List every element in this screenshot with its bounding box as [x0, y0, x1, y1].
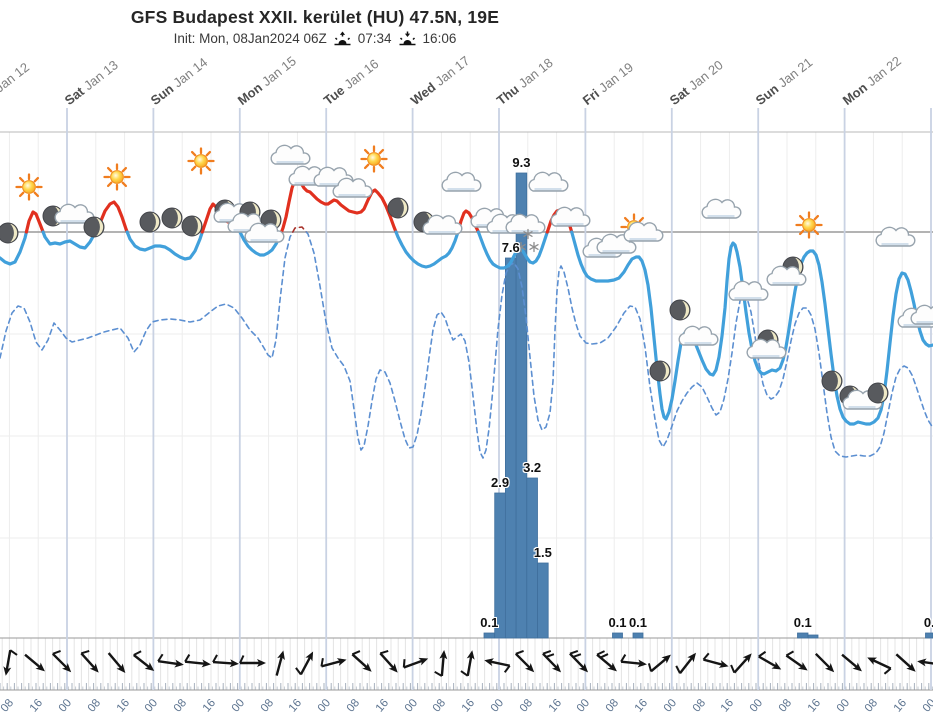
- wind-barb-icon: [379, 649, 398, 673]
- cloud-icon: [441, 171, 482, 192]
- wind-barb-icon: [895, 653, 916, 672]
- wind-barb-icon: [702, 652, 729, 668]
- wind-barb-icon: [24, 653, 45, 672]
- precip-value-label: 0.1: [793, 615, 812, 630]
- wind-barb-icon: [157, 653, 184, 668]
- moon-icon: [387, 197, 409, 219]
- wind-barb-icon: [542, 650, 562, 673]
- wind-barb-icon: [620, 654, 647, 668]
- cloud-icon: [701, 198, 742, 219]
- wind-barb-icon: [107, 652, 126, 673]
- wind-barb-icon: [275, 650, 285, 676]
- wind-barb-icon: [320, 658, 347, 668]
- wind-barb-icon: [133, 650, 155, 672]
- wind-barb-icon: [295, 651, 314, 676]
- cloud-icon: [746, 338, 787, 359]
- page-title: GFS Budapest XXII. kerület (HU) 47.5N, 1…: [130, 7, 500, 27]
- moon-icon: [821, 370, 843, 392]
- wind-barb-icon: [3, 649, 18, 676]
- sunrise-time: 07:34: [357, 31, 392, 46]
- wind-barb-icon: [434, 650, 448, 677]
- precip-value-label: 7.6: [501, 240, 520, 255]
- wind-barb-icon: [569, 650, 589, 673]
- temperature-curves: [0, 176, 933, 459]
- wind-barb-icon: [867, 657, 892, 675]
- wind-barb-icon: [814, 652, 835, 673]
- wind-barb-icon: [239, 655, 266, 667]
- wind-barb-icon: [484, 658, 511, 673]
- moon-icon: [0, 222, 19, 244]
- wind-barb-icon: [460, 650, 475, 677]
- precip-bar: [807, 634, 819, 639]
- wind-barb-icon: [730, 653, 752, 674]
- wind-barb-icon: [51, 650, 72, 673]
- precip-bar: [612, 632, 623, 639]
- precip-bar: [483, 632, 496, 639]
- wind-barb-icon: [596, 650, 617, 672]
- precip-value-label: 0.: [923, 615, 933, 630]
- cloud-icon: [270, 144, 311, 165]
- precip-value-label: 0.1: [628, 615, 648, 630]
- precip-bar: [526, 477, 538, 639]
- sun-icon: [360, 145, 388, 173]
- moon-icon: [83, 216, 105, 238]
- wind-barb-icon: [917, 658, 933, 667]
- moon-icon: [139, 211, 161, 233]
- cloud-icon: [678, 325, 719, 346]
- sun-icon: [103, 163, 131, 191]
- wind-barb-icon: [402, 657, 429, 669]
- moon-icon: [867, 382, 889, 404]
- sun-icon: [187, 147, 215, 175]
- wind-barb-icon: [785, 650, 808, 671]
- wind-barb-icon: [675, 652, 697, 674]
- wind-barb-icon: [212, 654, 239, 668]
- precip-bar: [537, 562, 549, 639]
- precip-bars: [483, 172, 933, 639]
- weather-icons: [0, 144, 933, 410]
- precip-value-label: 1.5: [533, 545, 552, 560]
- wind-barb-icon: [758, 650, 782, 670]
- cloud-icon: [528, 171, 569, 192]
- moon-icon: [649, 360, 671, 382]
- wind-barb-icon: [647, 654, 671, 673]
- precip-value-label: 0.1: [480, 615, 499, 630]
- precip-value-label: 2.9: [491, 475, 510, 490]
- precip-value-label: 0.1: [608, 615, 627, 630]
- cloud-icon: [875, 226, 916, 247]
- moon-icon: [161, 207, 183, 229]
- precip-bar: [515, 172, 528, 639]
- wind-barb-icon: [841, 653, 862, 672]
- cloud-icon: [728, 280, 769, 301]
- precip-bar: [504, 257, 517, 639]
- precip-bar: [797, 632, 809, 639]
- grid-layer: [0, 108, 933, 691]
- precip-value-label: 9.3: [512, 155, 531, 170]
- wind-barb-icon: [514, 650, 535, 673]
- moon-icon: [669, 299, 691, 321]
- init-line: Init: Mon, 08Jan2024 06Z 07:34 16:06: [0, 31, 630, 46]
- init-label: Init: Mon, 08Jan2024 06Z: [173, 31, 327, 46]
- wind-barb-icon: [184, 654, 211, 668]
- precip-bar: [632, 632, 644, 639]
- wind-barb-icon: [351, 650, 372, 672]
- sun-icon: [795, 211, 823, 239]
- sunrise-icon: [334, 31, 351, 46]
- wind-barb-icon: [80, 649, 99, 673]
- precip-value-label: 3.2: [523, 460, 542, 475]
- sunset-icon: [399, 31, 416, 46]
- sunset-time: 16:06: [422, 31, 457, 46]
- sun-icon: [15, 173, 43, 201]
- moon-icon: [181, 215, 203, 237]
- wind-barbs: [3, 649, 933, 677]
- precip-bar: [925, 632, 933, 639]
